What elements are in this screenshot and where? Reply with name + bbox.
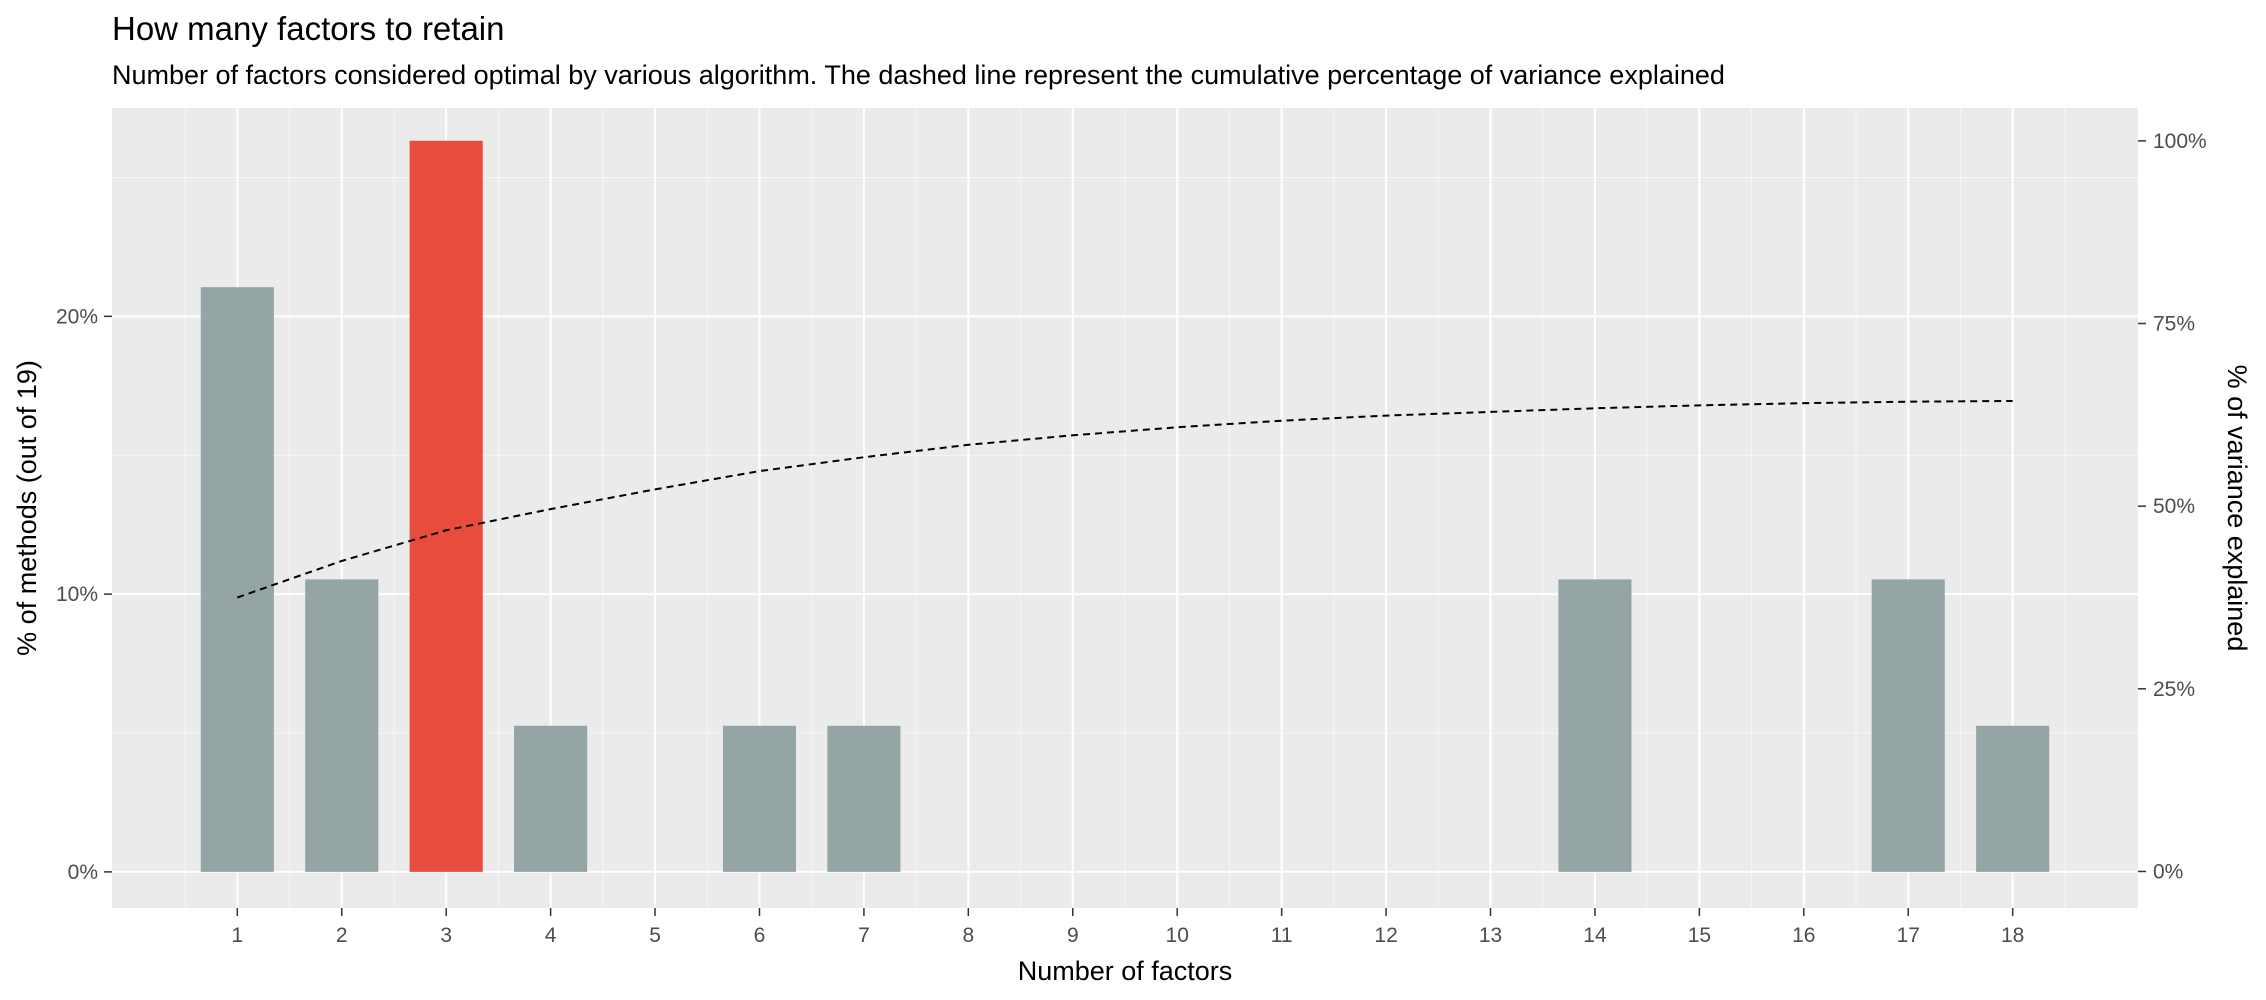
x-tick-label: 11 (1271, 924, 1293, 947)
y-axis-title: % of methods (out of 19) (12, 360, 42, 656)
y-axis-right: 0% 25% 50% 75% 100% (2138, 130, 2207, 883)
x-tick-label: 1 (231, 924, 243, 947)
x-tick-label: 13 (1479, 924, 1502, 947)
bar (1871, 579, 1945, 872)
bar (827, 725, 901, 872)
bar (1558, 579, 1632, 872)
bar-series (200, 140, 2050, 872)
chart-subtitle: Number of factors considered optimal by … (112, 60, 1725, 90)
y2-tick-label: 50% (2153, 495, 2195, 518)
cumulative-variance-line (236, 399, 2013, 599)
bar (200, 287, 274, 872)
bar-highlighted (409, 140, 483, 872)
x-tick-label: 2 (336, 924, 348, 947)
y-tick-label: 0% (68, 861, 98, 884)
x-tick-label: 18 (2001, 924, 2024, 947)
bar (1976, 725, 2050, 872)
x-tick-label: 10 (1166, 924, 1189, 947)
bar (722, 725, 797, 872)
x-axis: 1 2 3 4 5 6 7 8 9 10 11 12 13 14 15 16 17 18 (231, 908, 2024, 947)
y2-axis-title: % of variance explained (2222, 365, 2252, 652)
x-tick-label: 15 (1688, 924, 1711, 947)
x-tick-label: 16 (1792, 924, 1815, 947)
y2-tick-label: 0% (2153, 860, 2183, 883)
x-tick-label: 6 (754, 924, 766, 947)
x-tick-label: 9 (1067, 924, 1079, 947)
x-tick-label: 3 (440, 924, 452, 947)
x-tick-label: 4 (545, 924, 557, 947)
y2-tick-label: 25% (2153, 678, 2195, 701)
y-axis-left: 0% 10% 20% (56, 305, 112, 884)
y2-tick-label: 75% (2153, 313, 2195, 336)
chart-title: How many factors to retain (112, 10, 505, 47)
bar (514, 725, 588, 872)
x-tick-label: 14 (1583, 924, 1607, 947)
bar (305, 579, 379, 872)
cumulative-variance-series (236, 399, 2013, 599)
x-tick-label: 7 (858, 924, 870, 947)
y-tick-label: 20% (56, 305, 98, 328)
x-tick-label: 17 (1897, 924, 1920, 947)
y2-tick-label: 100% (2153, 130, 2207, 153)
x-axis-title: Number of factors (1018, 956, 1233, 986)
x-tick-label: 12 (1374, 924, 1397, 947)
x-tick-label: 8 (963, 924, 975, 947)
x-tick-label: 5 (649, 924, 661, 947)
y-tick-label: 10% (56, 583, 98, 606)
